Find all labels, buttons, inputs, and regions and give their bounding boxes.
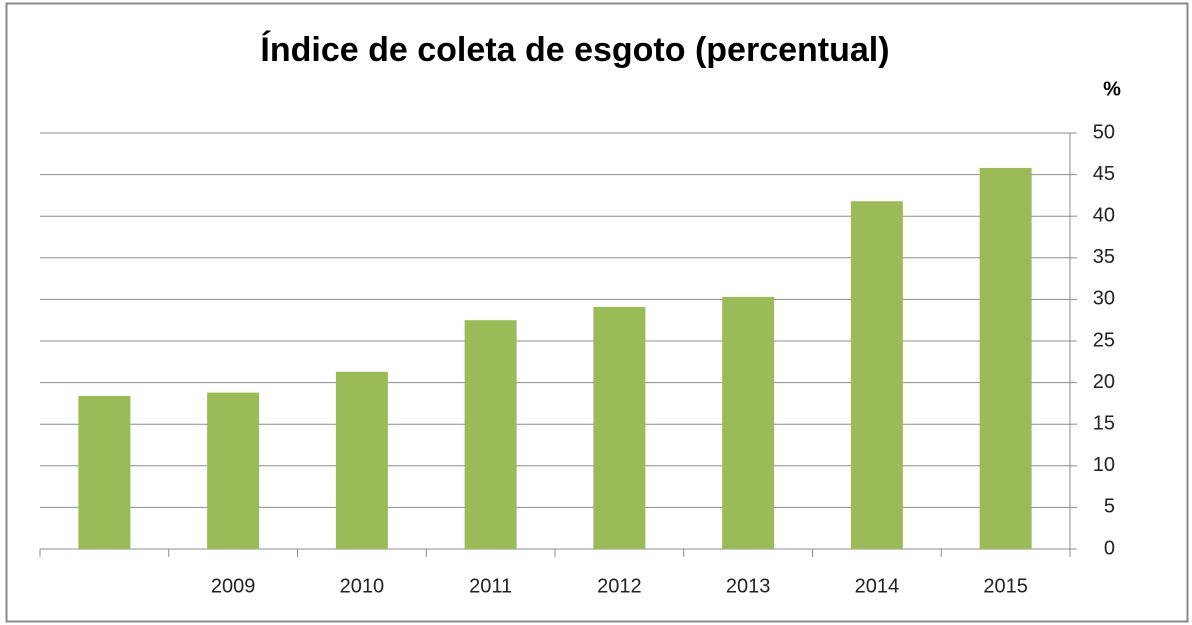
bar [979, 167, 1032, 549]
y-tick-label: 20 [1093, 371, 1115, 393]
bar [207, 392, 260, 549]
x-tick-label: 2009 [211, 575, 256, 597]
bar [722, 296, 775, 549]
x-tick-label: 2013 [726, 575, 771, 597]
x-tick-label: 2014 [855, 575, 900, 597]
y-tick-label: 50 [1093, 121, 1115, 143]
x-tick-label: 2012 [597, 575, 642, 597]
x-tick-label: 2011 [469, 575, 512, 597]
y-axis-label: % [1103, 78, 1121, 100]
bar [464, 320, 517, 549]
x-tick-label: 2010 [340, 575, 385, 597]
y-tick-label: 10 [1093, 454, 1115, 476]
y-tick-label: 40 [1093, 204, 1115, 226]
bar [78, 395, 131, 549]
y-tick-label: 0 [1104, 537, 1115, 559]
bar [850, 201, 903, 549]
y-tick-label: 5 [1104, 496, 1115, 518]
y-tick-label: 25 [1093, 329, 1115, 351]
y-tick-label: 35 [1093, 246, 1115, 268]
y-tick-label: 15 [1093, 412, 1115, 434]
y-tick-label: 30 [1093, 288, 1115, 310]
x-tick-label: 2015 [983, 575, 1028, 597]
chart-title: Índice de coleta de esgoto (percentual) [260, 31, 889, 69]
bar [593, 306, 646, 549]
y-tick-label: 45 [1093, 163, 1115, 185]
bar [335, 371, 388, 549]
